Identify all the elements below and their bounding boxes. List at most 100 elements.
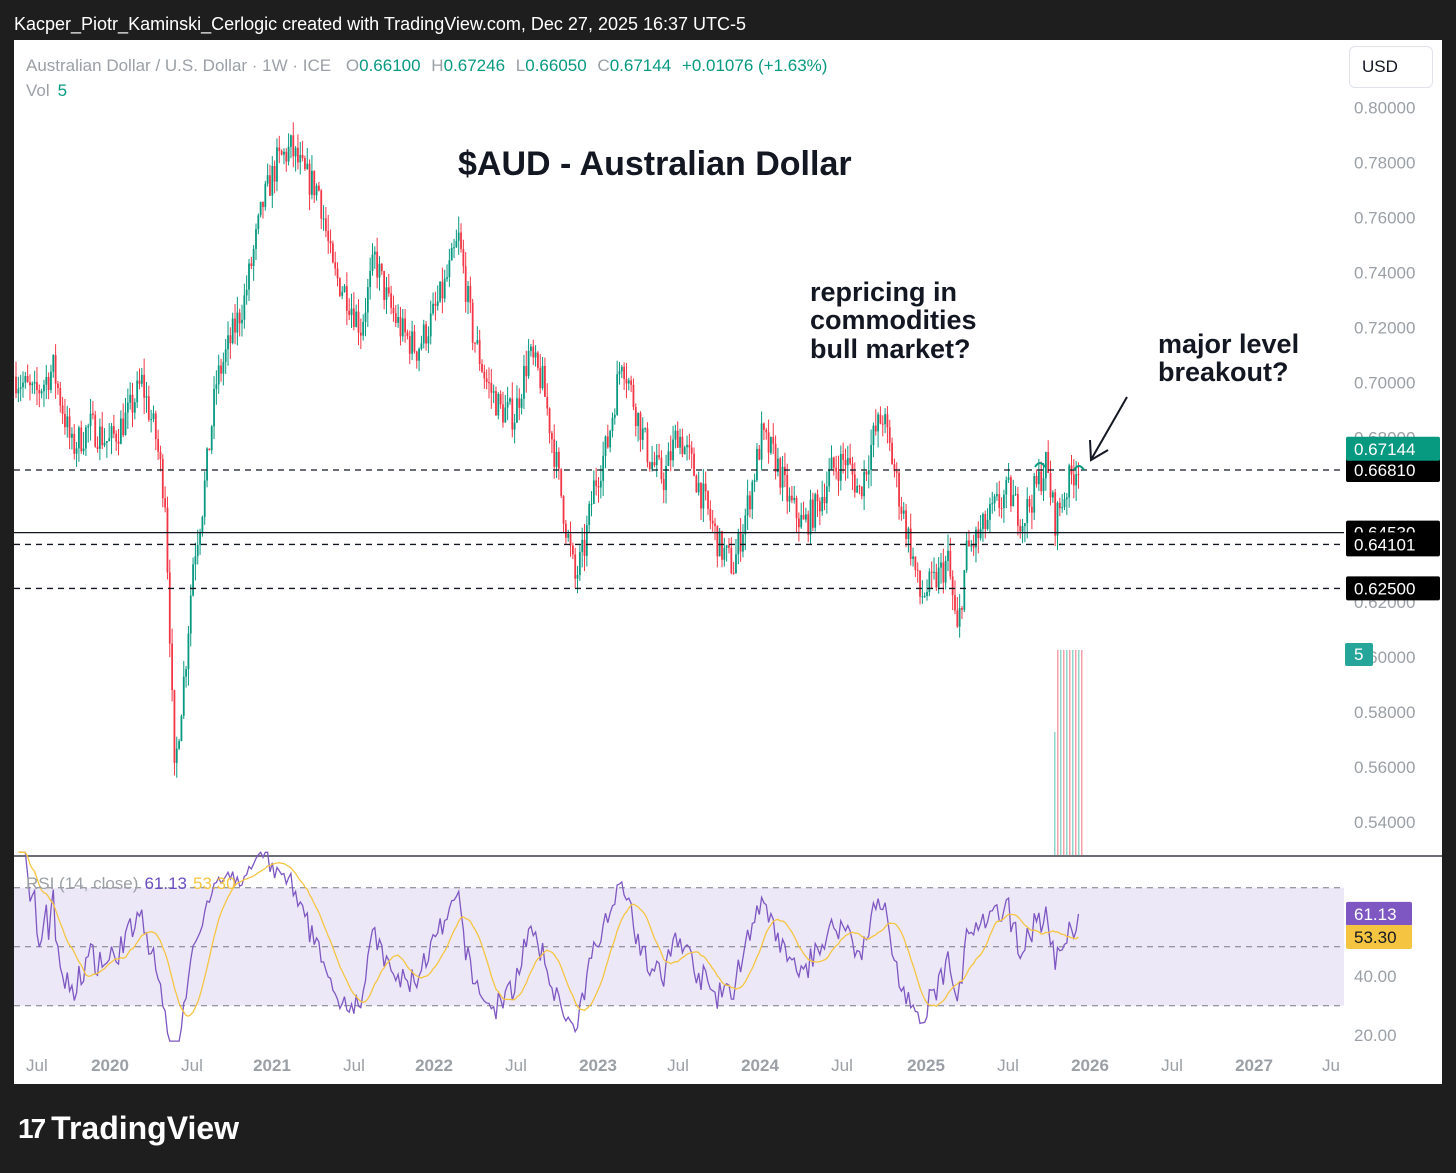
candle-body <box>413 331 416 352</box>
candle-body <box>467 285 469 302</box>
candle-body <box>662 479 665 491</box>
candle-body <box>809 499 812 535</box>
candle-body <box>958 608 961 627</box>
candle-body <box>1035 475 1038 485</box>
candle-body <box>870 444 873 471</box>
candle-body <box>569 533 572 546</box>
candle-body <box>949 550 952 577</box>
candle-body <box>849 457 852 464</box>
candle-body <box>651 462 653 470</box>
candle-body <box>1017 494 1019 526</box>
volume-bar <box>1075 650 1077 855</box>
candle-body <box>676 430 679 448</box>
candle-body <box>446 277 448 279</box>
candle-body <box>17 388 20 394</box>
candle-body <box>24 375 27 383</box>
candle-body <box>203 480 206 517</box>
candle-body <box>867 470 870 475</box>
candle-body <box>786 474 789 502</box>
level-label: 0.64101 <box>1354 535 1415 554</box>
candle-body <box>583 539 586 556</box>
candle-body <box>634 406 637 427</box>
candle-body <box>679 436 681 448</box>
candle-body <box>732 572 735 574</box>
candle-body <box>278 147 281 152</box>
candle-body <box>630 380 633 385</box>
candle-body <box>1077 474 1080 476</box>
candle-body <box>259 201 262 216</box>
symbol-description[interactable]: Australian Dollar / U.S. Dollar · 1W · I… <box>26 56 332 75</box>
chart-panel[interactable]: 0.80000 0.78000 0.76000 0.74000 0.72000 0.700… <box>14 40 1442 1084</box>
candle-body <box>574 554 577 579</box>
candle-body <box>450 247 453 261</box>
candle-body <box>770 437 772 453</box>
candle-body <box>187 633 190 670</box>
candle-body <box>476 340 479 344</box>
candle-body <box>865 471 868 475</box>
candle-body <box>71 433 73 438</box>
top-marker-arc <box>1034 462 1046 468</box>
candle-body <box>255 229 257 249</box>
currency-button[interactable]: USD <box>1349 46 1433 88</box>
candle-body <box>653 462 656 466</box>
candle-body <box>383 271 386 300</box>
volume-bar <box>1054 732 1056 855</box>
candle-body <box>697 482 700 493</box>
candle-body <box>749 495 751 510</box>
candle-body <box>546 396 549 409</box>
candle-body <box>1003 494 1005 509</box>
candle-body <box>380 263 383 272</box>
candle-body <box>711 520 714 524</box>
candle-body <box>523 366 525 399</box>
candle-body <box>75 448 78 454</box>
low-value: 0.66050 <box>525 56 587 75</box>
repricing-annotation: repricing in commodities bull market? <box>810 278 977 363</box>
candle-body <box>1023 523 1026 527</box>
candle-body <box>457 232 460 241</box>
candle-body <box>518 398 521 408</box>
rsi-line <box>18 851 1080 1042</box>
candle-body <box>923 595 926 597</box>
chart-title-annotation: $AUD - Australian Dollar <box>458 145 852 183</box>
ohlc-legend: Australian Dollar / U.S. Dollar · 1W · I… <box>26 56 827 76</box>
price-tick-label: 0.54000 <box>1354 813 1415 832</box>
attribution: Kacper_Piotr_Kaminski_Cerlogic created w… <box>14 14 747 34</box>
candle-body <box>427 336 430 344</box>
candle-body <box>940 562 942 568</box>
candle-body <box>1007 477 1010 480</box>
candle-body <box>273 165 276 182</box>
candle-body <box>648 462 651 470</box>
candle-body <box>930 571 933 573</box>
chart-canvas[interactable]: 0.80000 0.78000 0.76000 0.74000 0.72000 0.700… <box>14 40 1442 1084</box>
candle-body <box>669 451 672 461</box>
change-value: +0.01076 (+1.63%) <box>681 56 828 75</box>
last-price-label-bg <box>1346 436 1440 461</box>
candle-body <box>737 532 740 555</box>
candle-body <box>658 455 660 458</box>
tradingview-logo[interactable]: 17 TradingView <box>18 1110 239 1147</box>
candle-body <box>571 545 574 555</box>
candle-body <box>59 388 62 406</box>
candle-body <box>227 335 229 350</box>
candle-body <box>560 468 563 497</box>
candle-body <box>1072 474 1075 486</box>
candle-body <box>122 418 125 436</box>
candle-body <box>1021 526 1024 532</box>
candle-body <box>863 471 866 497</box>
candle-body <box>157 439 160 452</box>
candle-body <box>334 262 337 269</box>
candle-body <box>110 426 113 439</box>
candle-body <box>411 331 413 354</box>
candle-body <box>308 163 311 195</box>
candle-body <box>33 382 36 384</box>
volume-label[interactable]: Vol <box>26 81 50 100</box>
volume-bar <box>1081 650 1083 855</box>
candle-body <box>15 376 17 394</box>
rsi-label[interactable]: RSI (14, close) <box>26 874 139 893</box>
candle-body <box>921 596 924 598</box>
candle-body <box>145 396 148 398</box>
time-tick-label: 2026 <box>1071 1056 1109 1075</box>
candle-body <box>585 525 588 556</box>
candle-body <box>502 404 504 423</box>
candle-body <box>811 499 814 528</box>
